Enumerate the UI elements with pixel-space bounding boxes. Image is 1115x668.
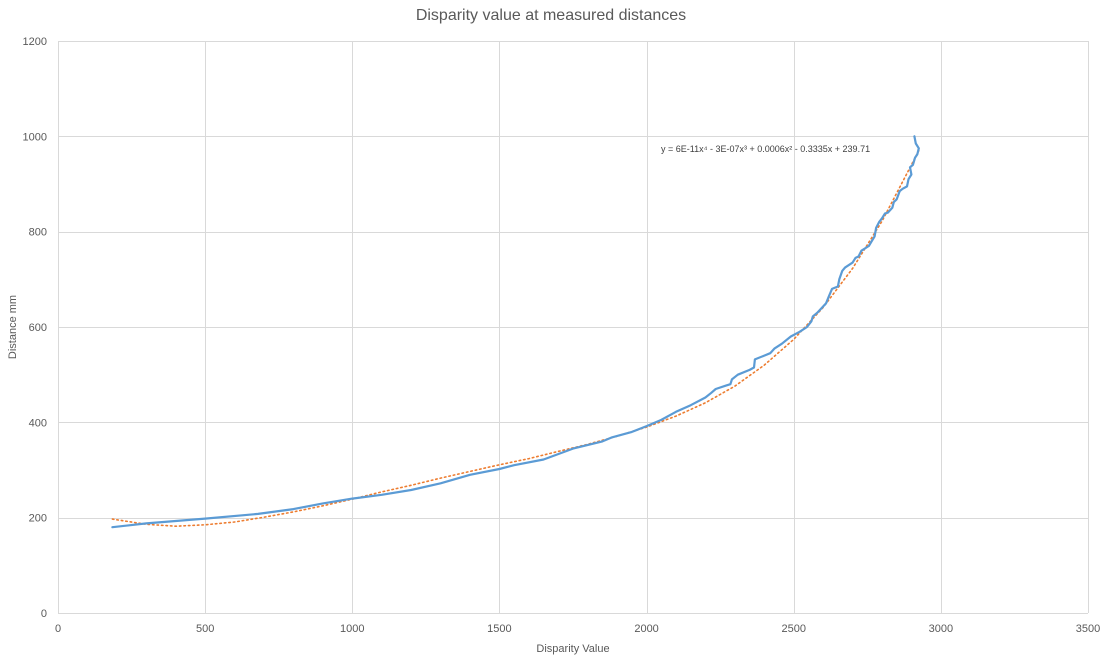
x-axis-title: Disparity Value xyxy=(536,643,609,655)
y-tick-label: 600 xyxy=(29,322,47,334)
measured-series xyxy=(111,135,920,529)
y-axis-title: Distance mm xyxy=(7,295,19,359)
x-tick-label: 3500 xyxy=(1076,623,1100,635)
y-tick-label: 200 xyxy=(29,513,47,525)
x-tick-label: 1500 xyxy=(487,623,511,635)
x-tick-label: 0 xyxy=(55,623,61,635)
chart-title: Disparity value at measured distances xyxy=(416,7,686,24)
gridlines xyxy=(58,41,1089,614)
trendline-equation: y = 6E-11x⁴ - 3E-07x³ + 0.0006x² - 0.333… xyxy=(661,144,870,154)
x-tick-label: 500 xyxy=(196,623,214,635)
y-tick-label: 0 xyxy=(41,608,47,620)
x-tick-label: 2500 xyxy=(781,623,805,635)
y-tick-label: 800 xyxy=(29,227,47,239)
x-tick-label: 3000 xyxy=(929,623,953,635)
trendline-series xyxy=(111,149,920,528)
x-axis-ticks: 0 500 1000 1500 2000 2500 3000 3500 xyxy=(55,623,1100,635)
y-axis-ticks: 0 200 400 600 800 1000 1200 xyxy=(23,36,47,620)
y-tick-label: 1200 xyxy=(23,36,47,48)
x-tick-label: 2000 xyxy=(634,623,658,635)
y-tick-label: 400 xyxy=(29,417,47,429)
series-layer xyxy=(111,135,920,529)
x-tick-label: 1000 xyxy=(340,623,364,635)
y-tick-label: 1000 xyxy=(23,131,47,143)
